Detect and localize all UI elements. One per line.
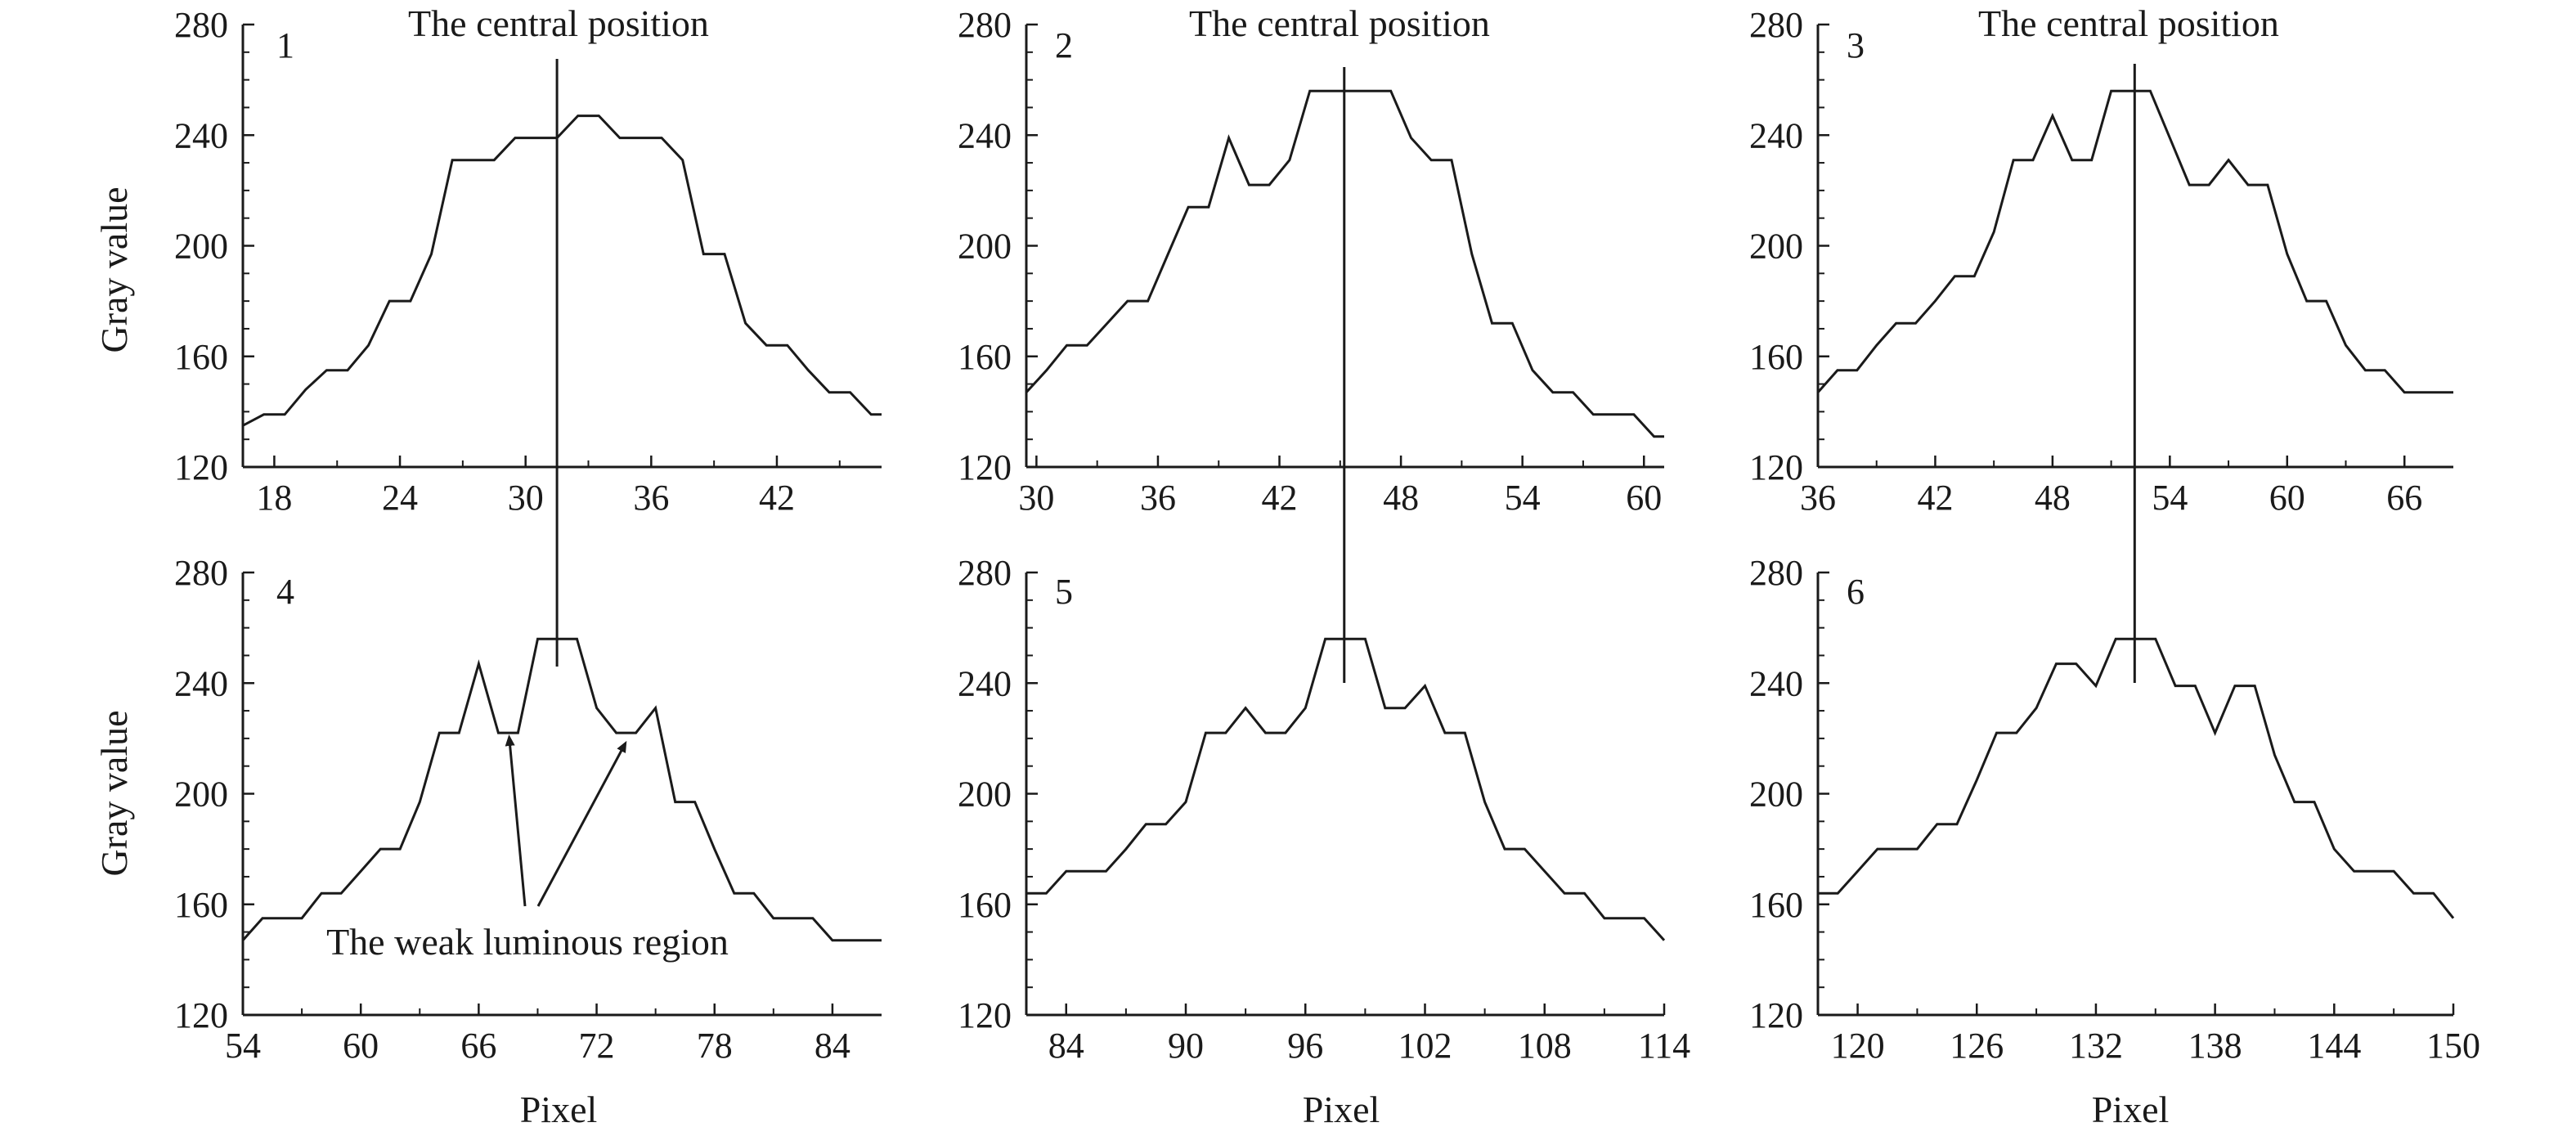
x-tick-label: 126	[1950, 1026, 2004, 1066]
x-axis-title: Pixel	[1303, 1089, 1380, 1130]
panel-1: 1 Gray value 120 160 200 240 280 18 24 30 36 42	[93, 5, 882, 518]
x-tick-label: 72	[579, 1026, 615, 1066]
gray-value-line	[241, 637, 882, 942]
y-tick-label: 240	[958, 115, 1012, 155]
gray-value-line	[1816, 89, 2453, 394]
x-tick-label: 120	[1831, 1026, 1885, 1066]
x-tick-label: 54	[1505, 478, 1541, 518]
y-tick-label: 280	[1749, 5, 1803, 45]
panel-number: 4	[276, 572, 294, 612]
x-tick-label: 144	[2307, 1026, 2361, 1066]
y-tick-label: 200	[958, 227, 1012, 267]
central-position-label-3: The central position	[1978, 2, 2279, 44]
x-tick-label: 60	[1626, 478, 1662, 518]
y-tick-label: 200	[958, 775, 1012, 815]
x-tick-label: 48	[1383, 478, 1419, 518]
y-tick-label: 200	[1749, 775, 1803, 815]
panel-4: 4 Gray value Pixel 120 160 200 240 280 54 60 66…	[93, 553, 882, 1130]
gray-value-line	[1025, 89, 1664, 438]
y-tick-label: 120	[1749, 995, 1803, 1035]
gray-value-line	[242, 114, 882, 427]
y-tick-label: 160	[1749, 337, 1803, 377]
y-axis-title: Gray value	[93, 710, 135, 876]
x-tick-label: 30	[508, 478, 544, 518]
y-tick-label: 120	[1749, 447, 1803, 487]
x-tick-label: 78	[697, 1026, 733, 1066]
x-tick-label: 36	[1800, 478, 1836, 518]
x-tick-label: 60	[2269, 478, 2305, 518]
central-position-label-1: The central position	[408, 2, 709, 44]
x-tick-label: 42	[759, 478, 795, 518]
x-tick-label: 66	[460, 1026, 496, 1066]
y-tick-label: 240	[174, 115, 228, 155]
x-tick-label: 66	[2386, 478, 2422, 518]
weak-region-arrow-left	[505, 734, 527, 907]
x-tick-label: 84	[1048, 1026, 1084, 1066]
y-tick-label: 120	[958, 447, 1012, 487]
y-tick-label: 160	[1749, 885, 1803, 925]
x-tick-label: 42	[1917, 478, 1953, 518]
y-tick-label: 240	[958, 663, 1012, 703]
y-tick-label: 240	[1749, 663, 1803, 703]
x-tick-label: 138	[2188, 1026, 2242, 1066]
y-tick-label: 240	[1749, 115, 1803, 155]
x-tick-label: 90	[1168, 1026, 1204, 1066]
y-tick-label: 280	[958, 553, 1012, 593]
y-tick-label: 160	[174, 885, 228, 925]
panel-number: 6	[1847, 572, 1865, 612]
y-tick-label: 160	[958, 337, 1012, 377]
y-tick-label: 240	[174, 663, 228, 703]
x-axis-title: Pixel	[520, 1089, 598, 1130]
weak-region-label: The weak luminous region	[326, 921, 729, 963]
x-tick-label: 36	[1140, 478, 1176, 518]
y-tick-label: 160	[174, 337, 228, 377]
x-tick-label: 150	[2426, 1026, 2480, 1066]
x-tick-label: 132	[2069, 1026, 2123, 1066]
y-tick-label: 200	[1749, 227, 1803, 267]
x-tick-label: 18	[256, 478, 292, 518]
gray-value-line	[1026, 637, 1666, 941]
y-tick-label: 160	[958, 885, 1012, 925]
y-tick-label: 120	[174, 447, 228, 487]
x-tick-label: 30	[1018, 478, 1054, 518]
weak-region-arrow-right	[536, 740, 627, 907]
panel-3: 3 120 160 200 240 280 36 42 48 54 60 66	[1749, 5, 2453, 518]
panel-number: 1	[276, 25, 294, 65]
y-tick-label: 280	[1749, 553, 1803, 593]
x-tick-label: 84	[815, 1026, 850, 1066]
x-tick-label: 108	[1518, 1026, 1572, 1066]
panel-2: 2 120 160 200 240 280 30 36 42 48 54 60	[958, 5, 1664, 518]
x-tick-label: 96	[1287, 1026, 1323, 1066]
central-position-label-2: The central position	[1189, 2, 1490, 44]
panel-number: 3	[1847, 25, 1865, 65]
y-tick-label: 280	[174, 5, 228, 45]
y-tick-label: 280	[958, 5, 1012, 45]
x-tick-label: 114	[1638, 1026, 1690, 1066]
y-tick-label: 280	[174, 553, 228, 593]
x-tick-label: 24	[382, 478, 418, 518]
x-tick-label: 54	[2152, 478, 2188, 518]
y-tick-label: 200	[174, 227, 228, 267]
y-tick-label: 120	[958, 995, 1012, 1035]
x-tick-label: 42	[1262, 478, 1298, 518]
x-tick-label: 54	[225, 1026, 261, 1066]
y-axis-title: Gray value	[93, 186, 135, 352]
x-tick-label: 102	[1398, 1026, 1452, 1066]
panel-5: 5 Pixel 120 160 200 240 280 84 90 96 102 108 114	[958, 553, 1690, 1130]
y-tick-label: 200	[174, 775, 228, 815]
panel-6: 6 Pixel 120 160 200 240 280 120 126 132 138 144 15…	[1749, 553, 2480, 1130]
y-tick-label: 120	[174, 995, 228, 1035]
panel-number: 5	[1055, 572, 1073, 612]
x-tick-label: 48	[2035, 478, 2071, 518]
x-tick-label: 36	[633, 478, 669, 518]
x-tick-label: 60	[343, 1026, 379, 1066]
panel-number: 2	[1055, 25, 1073, 65]
x-axis-title: Pixel	[2092, 1089, 2170, 1130]
